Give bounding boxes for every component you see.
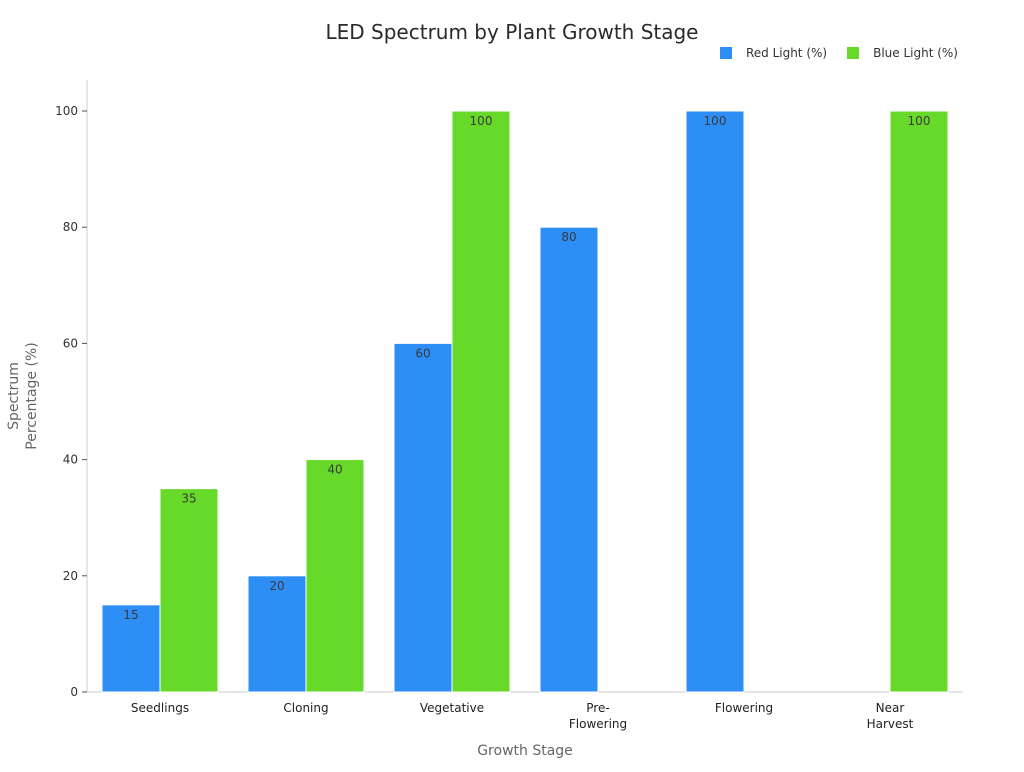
y-tick-label: 100 [55, 104, 78, 118]
data-label: 15 [123, 608, 138, 622]
bar-red [393, 342, 453, 693]
bar-blue [305, 459, 365, 693]
y-tick-label: 60 [63, 336, 78, 350]
data-label: 100 [470, 114, 493, 128]
bar-red [685, 110, 745, 693]
x-tick-label: Cloning [283, 701, 328, 715]
bar-red [101, 604, 161, 693]
bar-red [539, 226, 599, 693]
legend-item-blue[interactable]: Blue Light (%) [847, 46, 958, 60]
data-label: 80 [561, 230, 576, 244]
data-label: 20 [269, 579, 284, 593]
legend-item-red[interactable]: Red Light (%) [719, 46, 828, 60]
x-axis-title: Growth Stage [477, 743, 573, 759]
data-label: 100 [704, 114, 727, 128]
data-label: 40 [327, 463, 342, 477]
legend-label-blue: Blue Light (%) [873, 46, 958, 60]
bar-red [247, 575, 307, 693]
data-label: 60 [415, 346, 430, 360]
data-label: 35 [181, 492, 196, 506]
x-tick-label: Seedlings [131, 701, 189, 715]
y-tick-label: 80 [63, 220, 78, 234]
legend-swatch-red [719, 47, 732, 59]
y-tick-label: 40 [63, 453, 78, 467]
x-tick-label: Flowering [715, 701, 773, 715]
bar-blue [889, 110, 949, 693]
x-tick-label: Vegetative [420, 701, 484, 715]
chart-title: LED Spectrum by Plant Growth Stage [325, 20, 699, 44]
bar-blue [159, 488, 219, 693]
legend-swatch-blue [847, 47, 860, 59]
legend: Red Light (%) Blue Light (%) [700, 46, 958, 60]
bar-blue [451, 110, 511, 693]
y-axis-title: Spectrum Percentage (%) [6, 342, 40, 449]
y-tick-label: 0 [70, 685, 78, 699]
y-tick-label: 20 [63, 569, 78, 583]
x-tick-label: Near Harvest [867, 701, 914, 731]
legend-label-red: Red Light (%) [745, 46, 828, 60]
data-label: 100 [908, 114, 931, 128]
x-tick-label: Pre-Flowering [569, 701, 627, 731]
